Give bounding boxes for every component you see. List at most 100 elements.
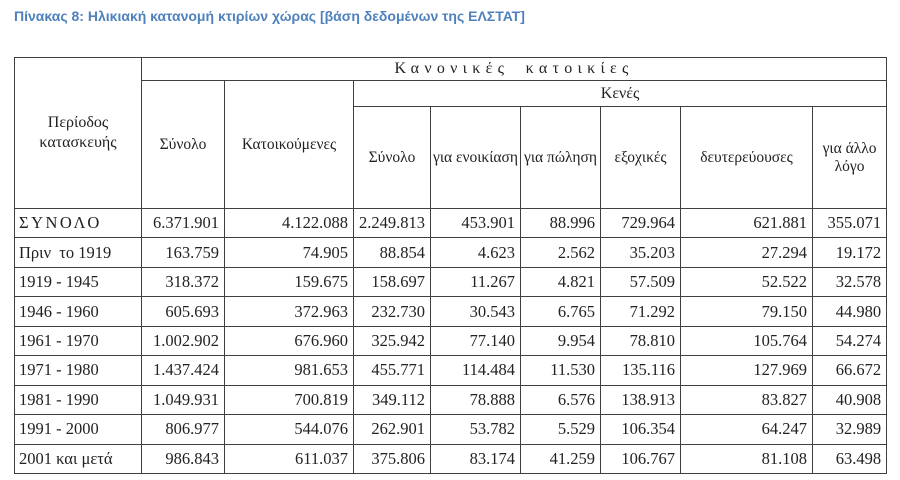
period-cell: 1971 - 1980 (14, 355, 142, 386)
value-cell: 138.913 (600, 384, 681, 416)
value-cell: 2.562 (520, 237, 601, 268)
period-cell: 1961 - 1970 (14, 325, 142, 357)
table-body: ΣΥΝΟΛΟ 6.371.901 4.122.088 2.249.813 453.901… (14, 207, 888, 474)
value-cell: 453.901 (430, 207, 521, 239)
table-row: 1919 - 1945 318.372 159.675 158.697 11.267 4.… (14, 266, 888, 298)
value-cell: 105.764 (680, 325, 813, 357)
value-cell: 355.071 (811, 207, 888, 239)
value-cell: 71.292 (600, 296, 681, 327)
value-cell: 6.576 (520, 384, 601, 416)
header-row-subcolumns: Σύνολο για ενοικίαση για πώληση εξοχικές… (15, 106, 888, 209)
value-cell: 325.942 (353, 325, 431, 357)
value-cell: 158.697 (353, 266, 431, 298)
table-row: Πριν το 1919 163.759 74.905 88.854 4.623 2.56… (14, 237, 888, 268)
value-cell: 106.354 (600, 414, 681, 445)
value-cell: 729.964 (600, 207, 681, 239)
period-cell: 1946 - 1960 (14, 296, 142, 327)
value-cell: 4.122.088 (224, 207, 354, 239)
value-cell: 6.371.901 (141, 207, 225, 239)
header-vacant: Κενές (352, 80, 888, 107)
value-cell: 611.037 (224, 443, 354, 474)
value-cell: 79.150 (680, 296, 813, 327)
value-cell: 54.274 (811, 325, 888, 357)
value-cell: 11.267 (430, 266, 521, 298)
period-cell: 1981 - 1990 (14, 384, 142, 416)
value-cell: 372.963 (224, 296, 354, 327)
value-cell: 114.484 (430, 355, 521, 386)
value-cell: 4.623 (430, 237, 521, 268)
value-cell: 74.905 (224, 237, 354, 268)
value-cell: 88.854 (353, 237, 431, 268)
value-cell: 78.888 (430, 384, 521, 416)
value-cell: 544.076 (224, 414, 354, 445)
table-row: 1991 - 2000 806.977 544.076 262.901 53.782 5.… (14, 414, 888, 445)
value-cell: 2.249.813 (353, 207, 431, 239)
table-row: 1981 - 1990 1.049.931 700.819 349.112 78.888… (14, 384, 888, 416)
value-cell: 375.806 (353, 443, 431, 474)
value-cell: 159.675 (224, 266, 354, 298)
value-cell: 19.172 (811, 237, 888, 268)
period-cell: ΣΥΝΟΛΟ (14, 207, 142, 239)
table-caption: Πίνακας 8: Ηλικιακή κατανομή κτιρίων χώρ… (14, 8, 525, 24)
header-row-vacant: Σύνολο Κατοικούμενες Κενές (15, 80, 888, 209)
value-cell: 318.372 (141, 266, 225, 298)
value-cell: 52.522 (680, 266, 813, 298)
value-cell: 455.771 (353, 355, 431, 386)
value-cell: 53.782 (430, 414, 521, 445)
value-cell: 4.821 (520, 266, 601, 298)
value-cell: 66.672 (811, 355, 888, 386)
value-cell: 1.437.424 (141, 355, 225, 386)
value-cell: 621.881 (680, 207, 813, 239)
value-cell: 83.827 (680, 384, 813, 416)
header-other-reason: για άλλο λόγο (811, 106, 888, 209)
table-row: ΣΥΝΟΛΟ 6.371.901 4.122.088 2.249.813 453.901… (14, 207, 888, 239)
period-cell: Πριν το 1919 (14, 237, 142, 268)
period-cell: 2001 και μετά (14, 443, 142, 474)
period-cell: 1991 - 2000 (14, 414, 142, 445)
value-cell: 5.529 (520, 414, 601, 445)
value-cell: 30.543 (430, 296, 521, 327)
header-total: Σύνολο (141, 80, 225, 209)
value-cell: 232.730 (353, 296, 431, 327)
value-cell: 78.810 (600, 325, 681, 357)
value-cell: 676.960 (224, 325, 354, 357)
value-cell: 605.693 (141, 296, 225, 327)
value-cell: 27.294 (680, 237, 813, 268)
value-cell: 106.767 (600, 443, 681, 474)
header-for-rent: για ενοικίαση (430, 106, 521, 209)
value-cell: 35.203 (600, 237, 681, 268)
value-cell: 1.002.902 (141, 325, 225, 357)
table-row: 1961 - 1970 1.002.902 676.960 325.942 77.140… (14, 325, 888, 357)
value-cell: 63.498 (811, 443, 888, 474)
buildings-age-table: Περίοδος κατασκευής Κανονικές κατοικίες … (14, 57, 888, 474)
value-cell: 44.980 (811, 296, 888, 327)
value-cell: 1.049.931 (141, 384, 225, 416)
value-cell: 981.653 (224, 355, 354, 386)
period-cell: 1919 - 1945 (14, 266, 142, 298)
value-cell: 57.509 (600, 266, 681, 298)
value-cell: 6.765 (520, 296, 601, 327)
value-cell: 41.259 (520, 443, 601, 474)
value-cell: 986.843 (141, 443, 225, 474)
table-row: 1971 - 1980 1.437.424 981.653 455.771 114.48… (14, 355, 888, 386)
header-normal-dwellings: Κανονικές κατοικίες (140, 57, 888, 81)
header-row-group: Περίοδος κατασκευής Κανονικές κατοικίες (14, 57, 888, 209)
header-construction-period: Περίοδος κατασκευής (14, 57, 142, 209)
header-holiday-homes: εξοχικές (600, 106, 681, 209)
value-cell: 64.247 (680, 414, 813, 445)
value-cell: 88.996 (520, 207, 601, 239)
value-cell: 32.578 (811, 266, 888, 298)
table-row: 1946 - 1960 605.693 372.963 232.730 30.543 6.… (14, 296, 888, 327)
value-cell: 32.989 (811, 414, 888, 445)
value-cell: 11.530 (520, 355, 601, 386)
header-for-sale: για πώληση (520, 106, 601, 209)
value-cell: 127.969 (680, 355, 813, 386)
value-cell: 40.908 (811, 384, 888, 416)
value-cell: 700.819 (224, 384, 354, 416)
value-cell: 81.108 (680, 443, 813, 474)
value-cell: 163.759 (141, 237, 225, 268)
value-cell: 349.112 (353, 384, 431, 416)
value-cell: 135.116 (600, 355, 681, 386)
table-row: 2001 και μετά 986.843 611.037 375.806 83.174… (14, 443, 888, 474)
